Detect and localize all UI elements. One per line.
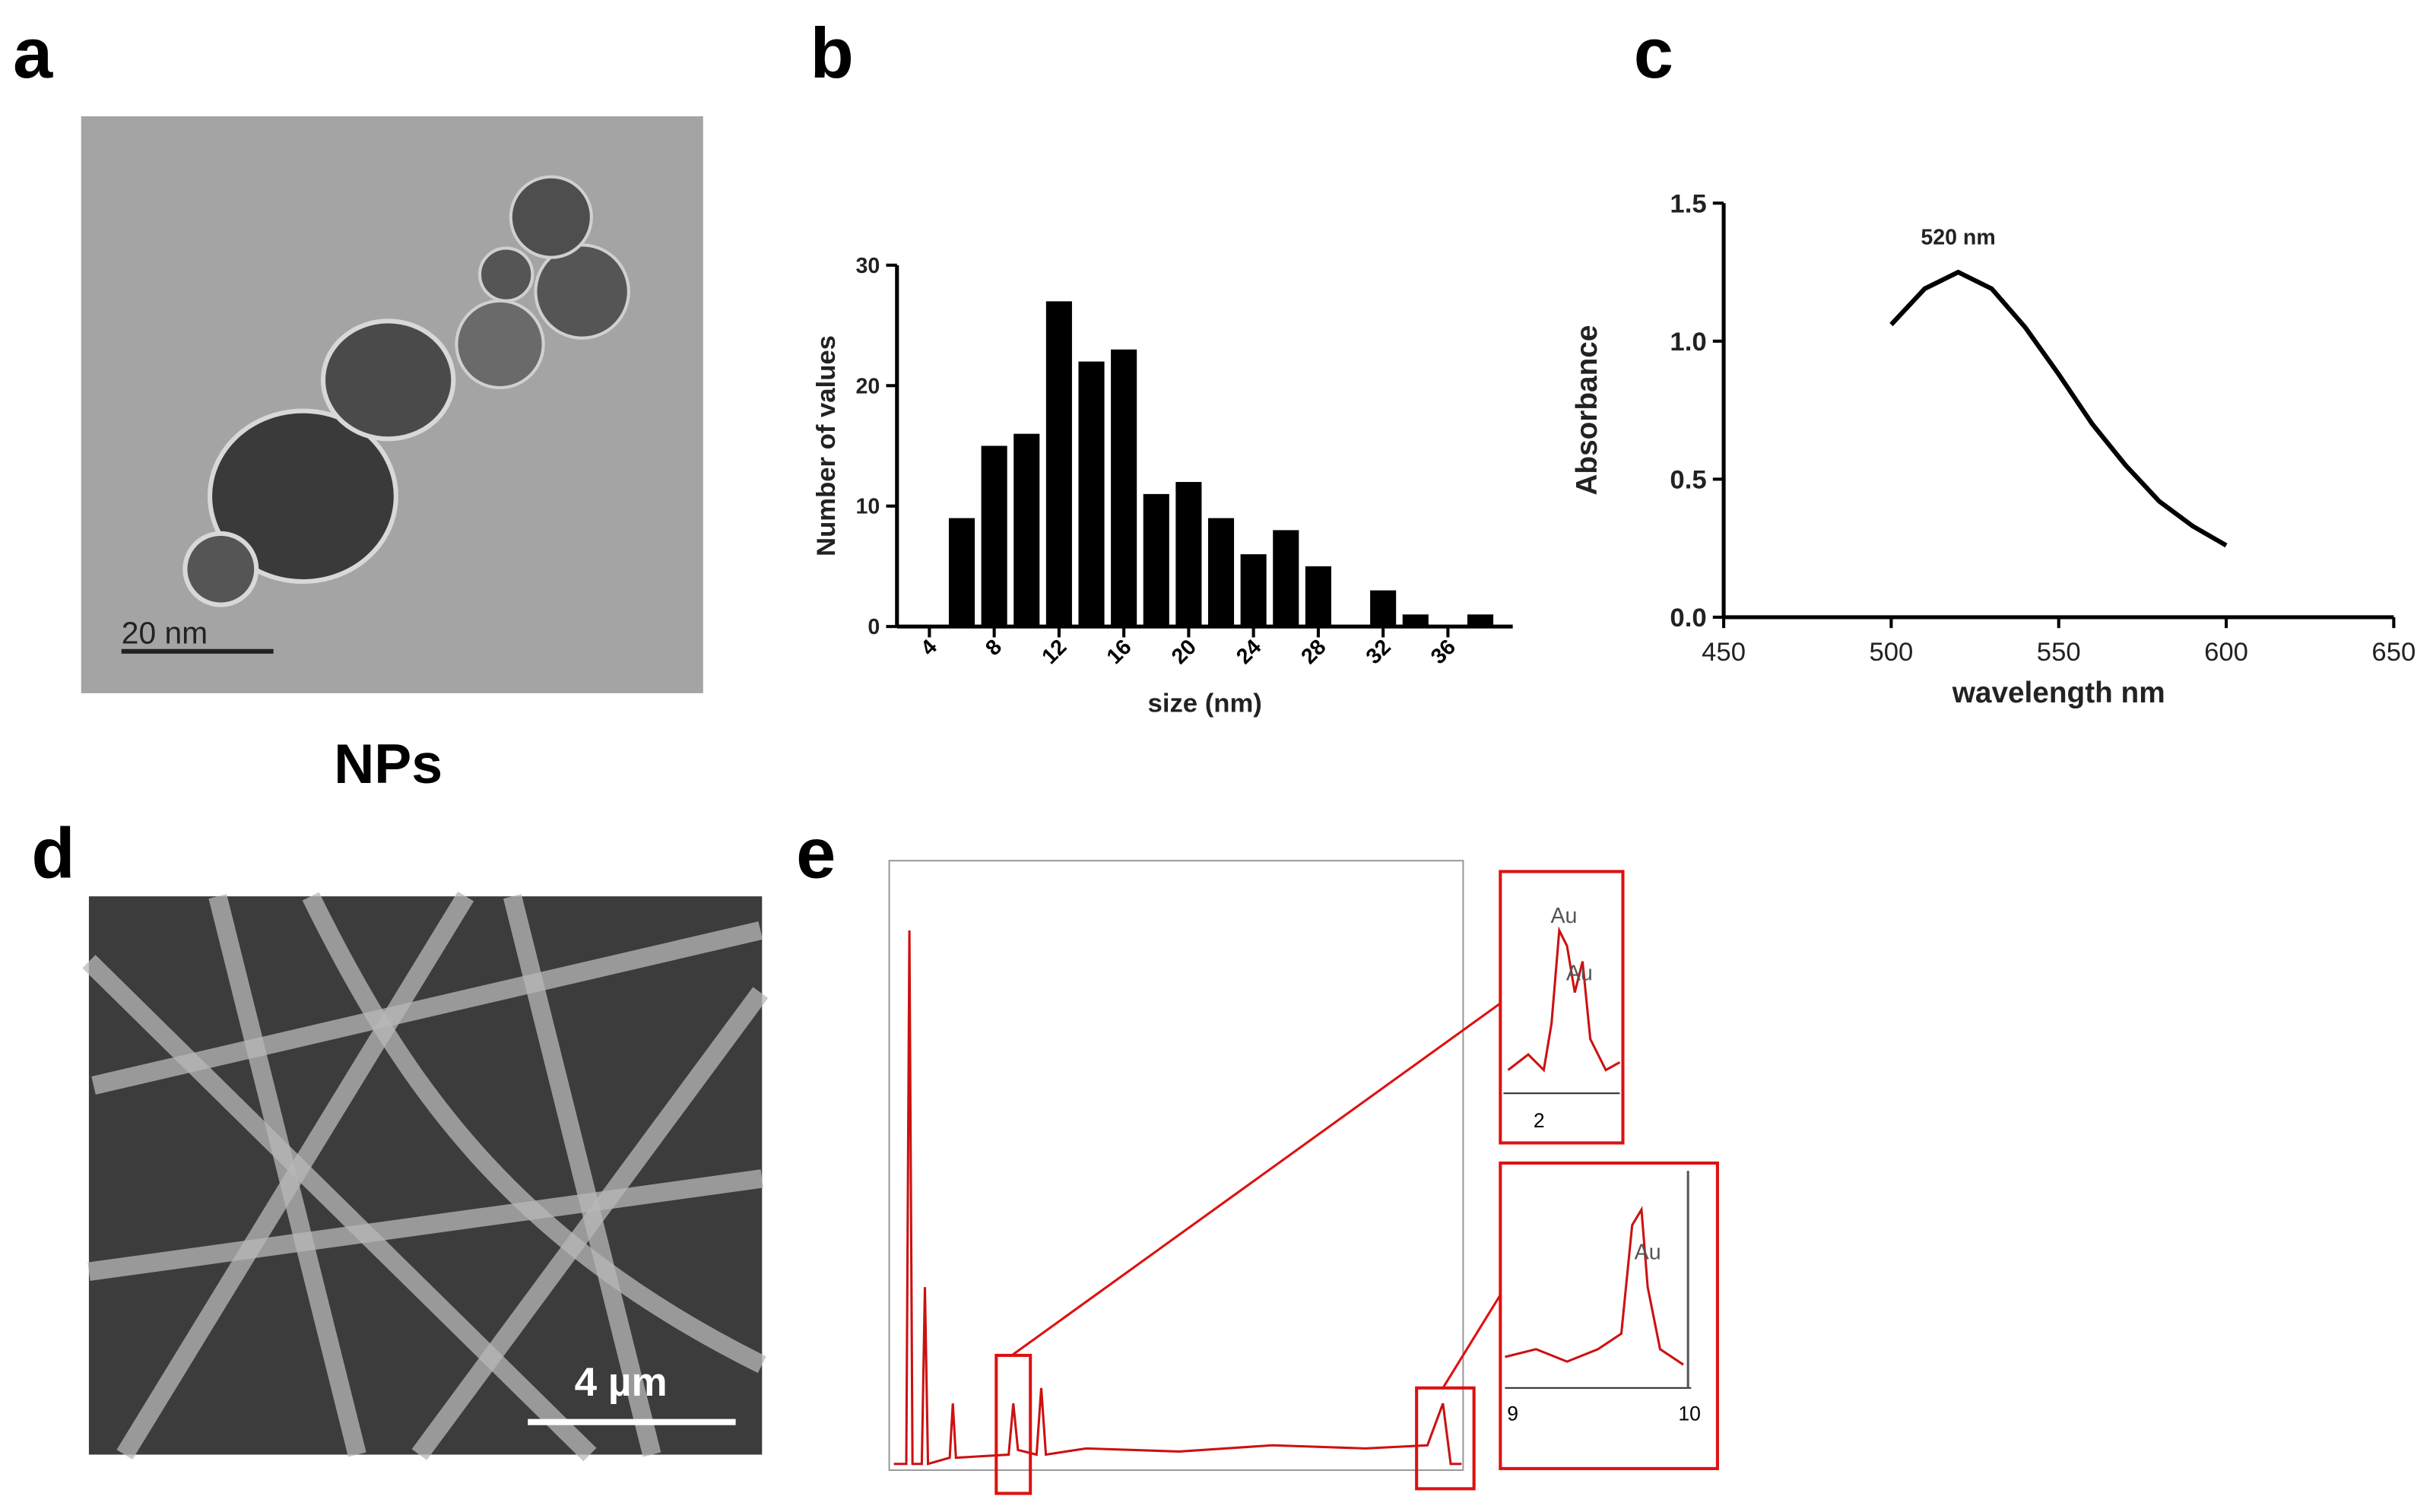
inset-tick-label: 9 — [1507, 1403, 1518, 1425]
fiber — [302, 892, 766, 1374]
bar — [1111, 349, 1137, 627]
scale-label: 4 µm — [575, 1360, 668, 1405]
particle — [455, 299, 545, 390]
fibers — [82, 891, 769, 1462]
zoom-box — [1415, 1386, 1476, 1491]
bar — [1013, 433, 1040, 627]
panel-letter: e — [796, 813, 836, 893]
fiber — [411, 987, 769, 1460]
line — [1889, 269, 2228, 548]
edx-spectrum: Au Au 2 Au 9 10 — [888, 860, 1719, 1495]
particle — [509, 175, 593, 259]
x-tick-label: 450 — [1702, 638, 1746, 667]
image-background — [88, 896, 763, 1455]
inset — [1499, 1161, 1719, 1470]
y-tick-label: 1.5 — [1670, 189, 1706, 218]
fiber — [503, 894, 661, 1457]
spectrum-line — [893, 930, 1462, 1466]
particle — [534, 243, 630, 340]
fiber — [82, 955, 597, 1462]
x-tick-label: 600 — [2204, 638, 2248, 667]
peak-label: Au — [1550, 904, 1577, 928]
bar — [1045, 301, 1072, 627]
bar — [1305, 566, 1331, 627]
scale-label: 20 nm — [122, 616, 208, 651]
bar — [1175, 482, 1202, 627]
fiber — [87, 1169, 763, 1281]
bar — [1240, 554, 1267, 627]
bar — [981, 445, 1007, 627]
particle — [182, 531, 259, 607]
particle — [477, 246, 534, 303]
fiber — [208, 894, 366, 1457]
x-axis-label: size (nm) — [1148, 689, 1262, 718]
particle — [320, 319, 456, 442]
inset-spectrum — [1507, 926, 1621, 1073]
x-tick-label: 550 — [2037, 638, 2081, 667]
panel-letter: c — [1634, 13, 1673, 93]
y-tick-label: 0.0 — [1670, 604, 1706, 632]
y-tick-label: 10 — [856, 495, 880, 519]
bar — [1402, 614, 1429, 627]
bar — [1273, 530, 1299, 627]
y-tick-label: 1.0 — [1670, 328, 1706, 357]
fiber — [91, 921, 763, 1095]
inset — [1499, 870, 1625, 1145]
zoom-connector — [1010, 1002, 1502, 1357]
bar — [948, 518, 975, 627]
y-axis-label: Absorbance — [1571, 325, 1603, 496]
peak-label: Au — [1635, 1240, 1661, 1264]
particle — [207, 408, 398, 585]
x-tick-label: 650 — [2371, 638, 2416, 667]
y-axis-label: Number of values — [812, 335, 841, 556]
panel-letter: a — [13, 13, 53, 93]
x-axis-label: wavelength nm — [1952, 677, 2165, 709]
bar — [1143, 493, 1169, 627]
panel-letter: d — [31, 813, 75, 893]
peak-label: Au — [1566, 961, 1593, 985]
y-tick-label: 20 — [856, 374, 880, 398]
bar — [1467, 614, 1494, 627]
inset-tick-label: 10 — [1678, 1403, 1701, 1425]
caption: NPs — [334, 733, 443, 795]
bar — [1207, 518, 1235, 627]
x-tick-label: 500 — [1869, 638, 1913, 667]
bar — [1370, 590, 1397, 627]
tem-image: 20 nm — [81, 116, 703, 693]
inset-tick-label: 2 — [1534, 1109, 1545, 1132]
y-tick-label: 0.5 — [1670, 465, 1706, 494]
sem-image: 4 µm — [82, 891, 769, 1462]
panel-letter: b — [810, 13, 854, 93]
y-tick-label: 30 — [856, 254, 880, 278]
zoom-connector — [1442, 1294, 1502, 1389]
bar — [1078, 361, 1105, 627]
inset-spectrum — [1505, 1206, 1684, 1366]
spectrum-frame — [888, 860, 1464, 1471]
y-tick-label: 0 — [868, 615, 880, 639]
annotation: 520 nm — [1921, 225, 1995, 249]
